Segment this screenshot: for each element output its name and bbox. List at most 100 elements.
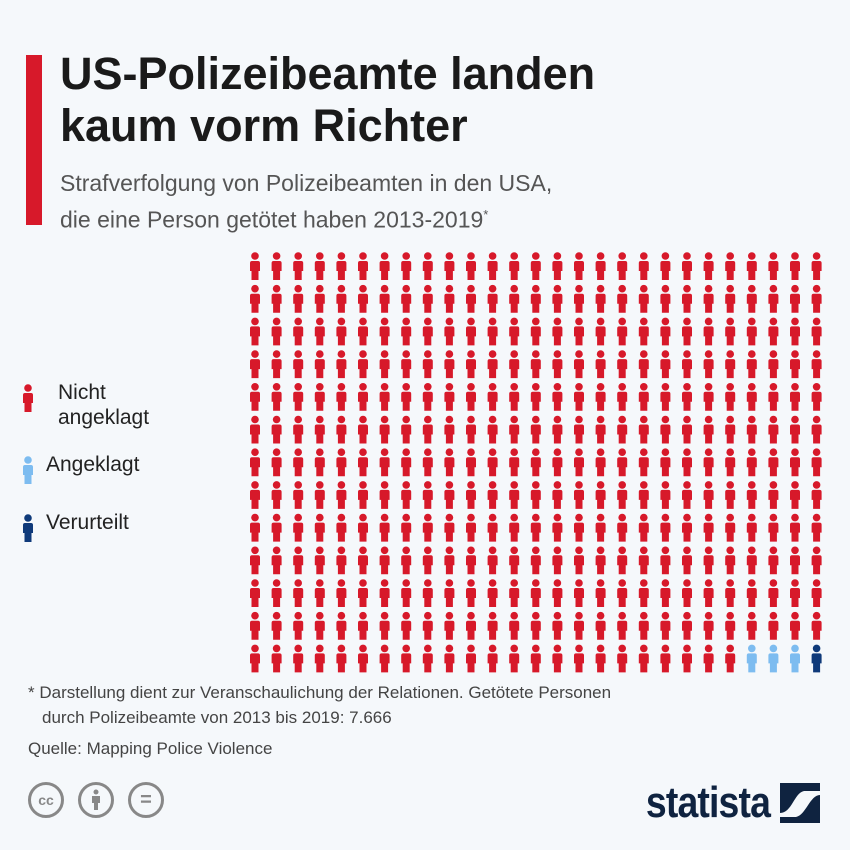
person-icon-nicht-angeklagt (595, 350, 606, 379)
person-icon-nicht-angeklagt (509, 252, 520, 280)
legend-label: Nicht angeklagt (58, 381, 150, 429)
person-icon-nicht-angeklagt (422, 448, 433, 477)
person-icon-nicht-angeklagt (595, 644, 606, 673)
person-icon-nicht-angeklagt (422, 284, 433, 313)
person-icon-nicht-angeklagt (811, 284, 822, 313)
person-icon-nicht-angeklagt (487, 317, 498, 346)
person-icon-nicht-angeklagt (725, 579, 736, 607)
person-icon-nicht-angeklagt (790, 579, 800, 607)
person-icon-nicht-angeklagt (466, 513, 476, 542)
person-icon-nicht-angeklagt (358, 284, 368, 313)
person-icon-nicht-angeklagt (293, 579, 304, 607)
person-icon-nicht-angeklagt (509, 415, 520, 444)
title-line-2: kaum vorm Richter (60, 100, 468, 151)
attribution-icon[interactable] (78, 782, 114, 818)
person-icon-nicht-angeklagt (336, 284, 347, 313)
subtitle-line-1: Strafverfolgung von Polizeibeamten in de… (60, 170, 553, 196)
person-icon-nicht-angeklagt (703, 284, 714, 313)
person-icon-nicht-angeklagt (250, 350, 260, 379)
person-icon-nicht-angeklagt (314, 252, 325, 280)
person-icon-nicht-angeklagt (746, 448, 757, 477)
person-icon-nicht-angeklagt (422, 252, 433, 280)
person-icon-nicht-angeklagt (509, 513, 520, 542)
person-icon-nicht-angeklagt (660, 611, 671, 640)
person-icon-nicht-angeklagt (660, 317, 671, 346)
pictogram-grid (250, 252, 822, 673)
person-icon-nicht-angeklagt (250, 317, 260, 346)
person-icon-nicht-angeklagt (314, 611, 325, 640)
person-icon-nicht-angeklagt (509, 448, 520, 477)
person-icon-nicht-angeklagt (530, 611, 541, 640)
person-icon-nicht-angeklagt (595, 448, 606, 477)
person-icon-angeklagt (768, 644, 779, 673)
person-icon-nicht-angeklagt (746, 611, 757, 640)
person-icon-nicht-angeklagt (595, 546, 606, 575)
person-icon-nicht-angeklagt (401, 415, 412, 444)
no-derivatives-icon[interactable]: = (128, 782, 164, 818)
person-icon-nicht-angeklagt (422, 317, 433, 346)
person-icon-nicht-angeklagt (314, 350, 325, 379)
person-icon-nicht-angeklagt (336, 481, 347, 509)
person-icon-nicht-angeklagt (660, 644, 671, 673)
person-icon-nicht-angeklagt (638, 644, 649, 673)
person-icon-nicht-angeklagt (293, 252, 304, 280)
person-icon-nicht-angeklagt (379, 644, 390, 673)
person-icon-nicht-angeklagt (487, 448, 498, 477)
person-icon-nicht-angeklagt (660, 350, 671, 379)
person-icon-nicht-angeklagt (336, 317, 347, 346)
person-icon-nicht-angeklagt (271, 481, 282, 509)
person-icon-nicht-angeklagt (660, 252, 671, 280)
person-icon-nicht-angeklagt (811, 611, 822, 640)
person-icon-nicht-angeklagt (552, 644, 563, 673)
person-icon-nicht-angeklagt (703, 644, 714, 673)
person-icon-nicht-angeklagt (638, 383, 649, 411)
person-icon-nicht-angeklagt (768, 415, 779, 444)
person-icon-angeklagt (746, 644, 757, 673)
person-icon-nicht-angeklagt (293, 546, 304, 575)
person-icon-nicht-angeklagt (422, 644, 433, 673)
person-icon-nicht-angeklagt (703, 579, 714, 607)
person-icon-nicht-angeklagt (444, 481, 455, 509)
person-icon-nicht-angeklagt (574, 481, 584, 509)
person-icon-nicht-angeklagt (271, 252, 282, 280)
person-icon-nicht-angeklagt (638, 546, 649, 575)
subtitle-line-2: die eine Person getötet haben 2013-2019 (60, 206, 484, 233)
person-icon-nicht-angeklagt (574, 579, 584, 607)
person-icon-nicht-angeklagt (660, 579, 671, 607)
person-icon-nicht-angeklagt (682, 644, 692, 673)
person-icon-nicht-angeklagt (811, 546, 822, 575)
person-icon-nicht-angeklagt (574, 546, 584, 575)
person-icon-nicht-angeklagt (682, 317, 692, 346)
person-icon-nicht-angeklagt (552, 448, 563, 477)
person-icon-nicht-angeklagt (466, 284, 476, 313)
person-icon-nicht-angeklagt (768, 546, 779, 575)
source: Quelle: Mapping Police Violence (28, 739, 273, 758)
person-icon-nicht-angeklagt (250, 252, 260, 280)
person-icon-nicht-angeklagt (444, 284, 455, 313)
person-icon-nicht-angeklagt (336, 644, 347, 673)
person-icon-nicht-angeklagt (595, 252, 606, 280)
person-icon-nicht-angeklagt (725, 611, 736, 640)
person-icon-nicht-angeklagt (293, 284, 304, 313)
person-icon-nicht-angeklagt (422, 415, 433, 444)
cc-license-icon[interactable]: cc (28, 782, 64, 818)
person-icon-nicht-angeklagt (811, 415, 822, 444)
person-icon-nicht-angeklagt (768, 611, 779, 640)
person-icon-nicht-angeklagt (617, 350, 628, 379)
person-icon-nicht-angeklagt (250, 284, 260, 313)
person-icon-nicht-angeklagt (293, 383, 304, 411)
person-icon-nicht-angeklagt (271, 448, 282, 477)
person-icon-nicht-angeklagt (293, 448, 304, 477)
legend-item-nicht-angeklagt: Nicht angeklagt (22, 380, 222, 430)
person-icon-nicht-angeklagt (293, 611, 304, 640)
person-icon-nicht-angeklagt (746, 350, 757, 379)
person-icon-nicht-angeklagt (617, 513, 628, 542)
person-icon-nicht-angeklagt (466, 579, 476, 607)
statista-logo[interactable]: statista (624, 778, 820, 828)
person-icon-nicht-angeklagt (487, 546, 498, 575)
person-icon-nicht-angeklagt (379, 579, 390, 607)
person-icon-nicht-angeklagt (638, 481, 649, 509)
person-icon-nicht-angeklagt (530, 481, 541, 509)
person-icon-nicht-angeklagt (811, 579, 822, 607)
person-icon-nicht-angeklagt (638, 284, 649, 313)
